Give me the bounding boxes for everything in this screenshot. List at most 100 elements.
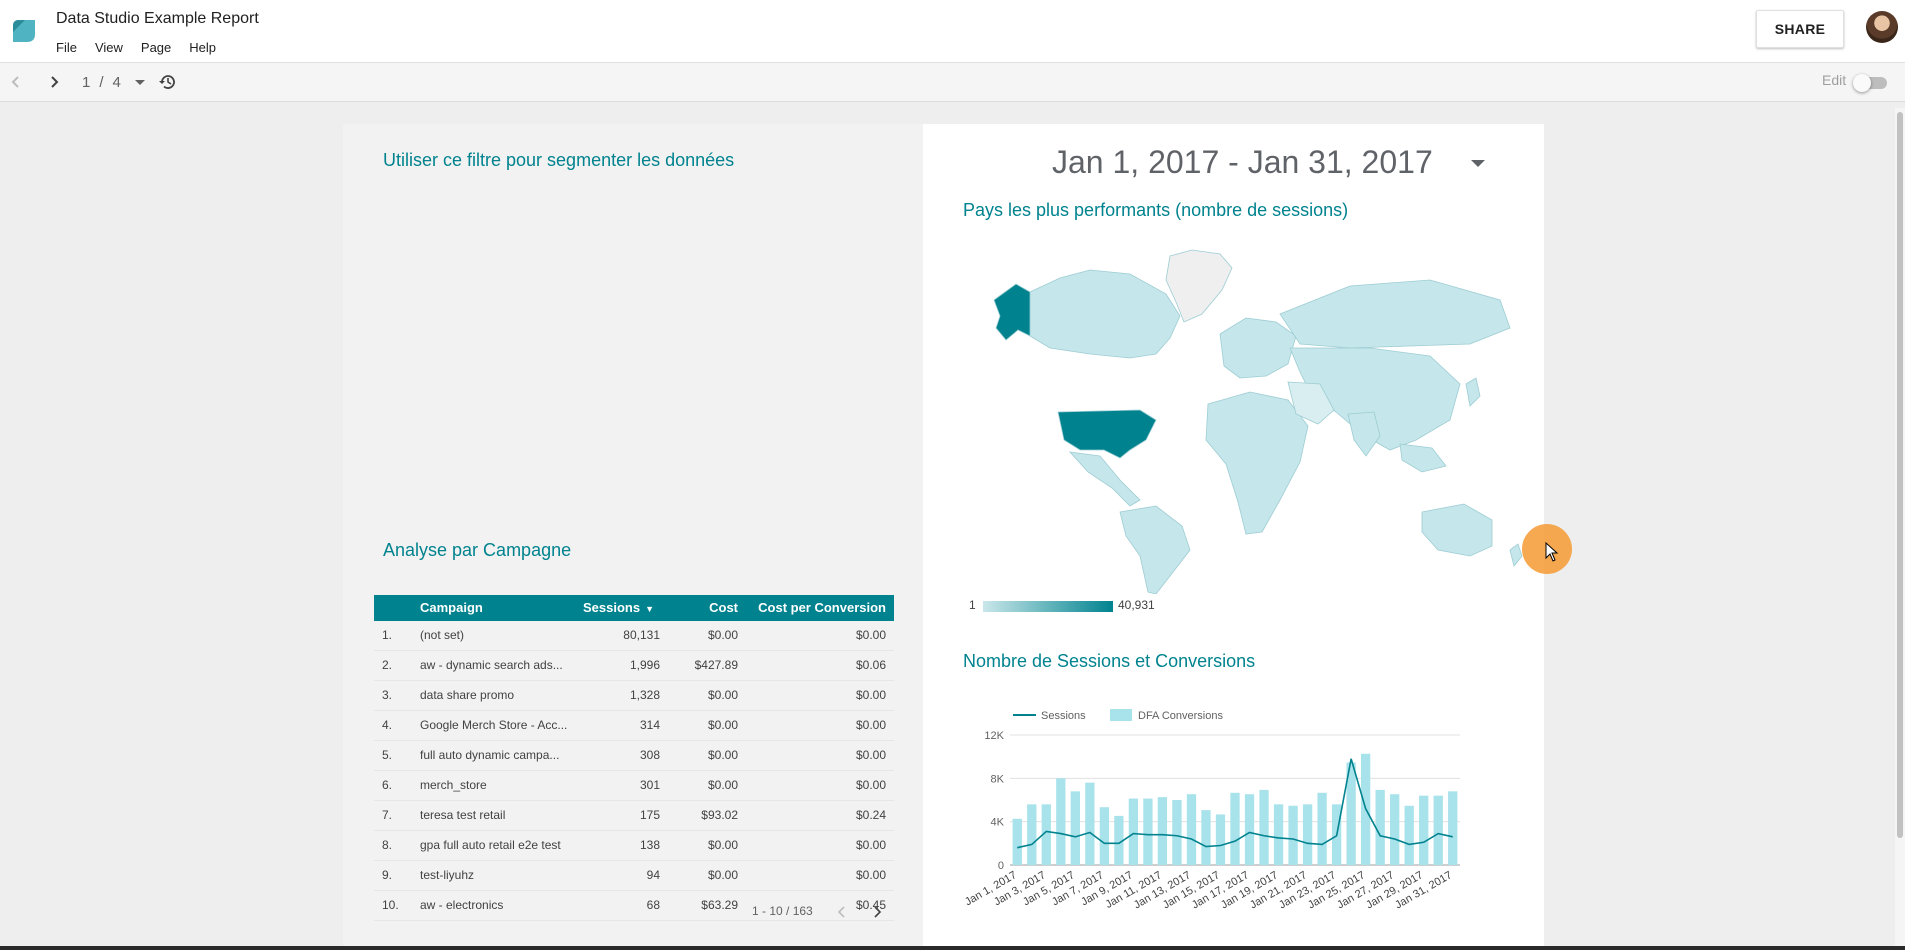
row-cost-per-conversion: $0.24 <box>855 808 886 822</box>
row-sessions: 314 <box>639 718 660 732</box>
table-row[interactable]: 2. aw - dynamic search ads... 1,996 $427.8… <box>374 651 894 681</box>
row-sessions: 68 <box>646 898 660 912</box>
conversion-bar <box>1027 804 1037 865</box>
header-cost-per-conversion[interactable]: Cost per Conversion <box>758 600 886 615</box>
edit-label: Edit <box>1822 72 1847 88</box>
page-separator: / <box>99 74 104 91</box>
next-page-icon[interactable] <box>870 905 884 919</box>
row-sessions: 1,328 <box>629 688 660 702</box>
table-row[interactable]: 6. merch_store 301 $0.00 $0.00 <box>374 771 894 801</box>
chevron-right-icon[interactable] <box>44 72 64 92</box>
previous-page-icon[interactable] <box>835 905 849 919</box>
conversion-bar <box>1302 804 1313 865</box>
current-page: 1 <box>82 74 91 91</box>
total-pages: 4 <box>112 74 121 91</box>
table-row[interactable]: 8. gpa full auto retail e2e test 138 $0.00 $… <box>374 831 894 861</box>
row-sessions: 80,131 <box>623 628 660 642</box>
row-cost-per-conversion: $0.06 <box>855 658 886 672</box>
row-cost-per-conversion: $0.00 <box>855 688 886 702</box>
conversion-bar <box>1114 815 1124 865</box>
table-row[interactable]: 4. Google Merch Store - Acc... 314 $0.00 $0.… <box>374 711 894 741</box>
map-greenland <box>1165 249 1233 323</box>
sort-desc-icon: ▼ <box>645 604 655 614</box>
row-cost-per-conversion: $0.00 <box>855 748 886 762</box>
conversion-bar <box>1244 794 1255 865</box>
y-left-tick-label: 8K <box>991 773 1005 785</box>
map-new-zealand <box>1509 543 1523 567</box>
caret-down-icon[interactable] <box>130 72 150 92</box>
y-left-tick-label: 12K <box>984 730 1004 742</box>
report-title[interactable]: Data Studio Example Report <box>56 10 259 27</box>
row-cost: $0.00 <box>707 868 738 882</box>
header-campaign[interactable]: Campaign <box>420 600 483 615</box>
world-geo-map[interactable] <box>970 244 1526 594</box>
row-cost: $0.00 <box>707 688 738 702</box>
edit-toggle[interactable] <box>1853 74 1887 92</box>
map-europe <box>1219 317 1297 379</box>
menu-page[interactable]: Page <box>140 40 172 55</box>
row-cost-per-conversion: $0.00 <box>855 778 886 792</box>
share-button[interactable]: SHARE <box>1756 10 1844 48</box>
table-body: 1. (not set) 80,131 $0.00 $0.00 2. aw - dynam… <box>374 621 894 921</box>
row-number: 1. <box>382 628 393 642</box>
row-campaign: gpa full auto retail e2e test <box>420 838 561 852</box>
conversion-bar <box>1375 789 1385 865</box>
legend-sessions-label: Sessions <box>1041 710 1086 722</box>
conversion-bar <box>1230 792 1240 865</box>
map-middle-east <box>1287 381 1335 425</box>
date-range-picker[interactable]: Jan 1, 2017 - Jan 31, 2017 <box>1052 144 1433 180</box>
scrollbar-thumb[interactable] <box>1897 112 1903 838</box>
map-india <box>1347 411 1381 457</box>
table-row[interactable]: 9. test-liyuhz 94 $0.00 $0.00 <box>374 861 894 891</box>
user-avatar[interactable] <box>1866 11 1898 43</box>
menu-view[interactable]: View <box>94 40 123 55</box>
window-bottom-edge <box>0 946 1905 950</box>
menu-file[interactable]: File <box>56 40 77 55</box>
row-number: 3. <box>382 688 393 702</box>
row-number: 6. <box>382 778 393 792</box>
toggle-knob <box>1853 74 1871 92</box>
history-icon[interactable] <box>158 72 178 92</box>
date-dropdown-icon[interactable] <box>1471 160 1485 167</box>
table-row[interactable]: 3. data share promo 1,328 $0.00 $0.00 <box>374 681 894 711</box>
table-row[interactable]: 7. teresa test retail 175 $93.02 $0.24 <box>374 801 894 831</box>
map-australia <box>1421 503 1493 557</box>
conversion-bar <box>1172 800 1182 865</box>
header-cost[interactable]: Cost <box>709 600 738 615</box>
conversion-bar <box>1390 794 1400 865</box>
row-number: 10. <box>382 898 399 912</box>
page-indicator[interactable]: 1 / 4 <box>82 74 121 91</box>
row-cost: $0.00 <box>707 748 738 762</box>
chevron-left-icon[interactable] <box>6 72 26 92</box>
row-cost-per-conversion: $0.00 <box>855 628 886 642</box>
report-toolbar: 1 / 4 Edit <box>0 63 1905 102</box>
conversion-bar <box>1273 804 1284 865</box>
menu-help[interactable]: Help <box>189 40 217 55</box>
filter-title: Utiliser ce filtre pour segmenter les do… <box>383 150 735 170</box>
row-campaign: data share promo <box>420 688 515 702</box>
header-sessions-label: Sessions <box>583 600 641 615</box>
row-campaign: Google Merch Store - Acc... <box>420 718 568 732</box>
row-sessions: 308 <box>639 748 660 762</box>
conversion-bar <box>1085 782 1095 865</box>
header-sessions[interactable]: Sessions ▼ <box>583 595 654 622</box>
table-row[interactable]: 5. full auto dynamic campa... 308 $0.00 $0.0… <box>374 741 894 771</box>
row-number: 8. <box>382 838 393 852</box>
row-cost: $0.00 <box>707 778 738 792</box>
conversion-bar <box>1288 805 1298 865</box>
table-pagination: 1 - 10 / 163 <box>752 904 813 918</box>
map-alaska <box>993 283 1031 341</box>
sessions-line <box>1017 758 1453 849</box>
chart-title: Nombre de Sessions et Conversions <box>963 651 1256 671</box>
conversion-bar <box>1201 810 1211 865</box>
conversion-bar <box>1128 798 1139 865</box>
row-campaign: full auto dynamic campa... <box>420 748 560 762</box>
table-row[interactable]: 10. aw - electronics 68 $63.29 $0.45 <box>374 891 894 921</box>
data-studio-logo[interactable] <box>9 16 37 44</box>
row-cost-per-conversion: $0.00 <box>855 838 886 852</box>
conversion-bar <box>1099 807 1109 865</box>
table-row[interactable]: 1. (not set) 80,131 $0.00 $0.00 <box>374 621 894 651</box>
row-cost-per-conversion: $0.00 <box>855 718 886 732</box>
row-number: 5. <box>382 748 393 762</box>
